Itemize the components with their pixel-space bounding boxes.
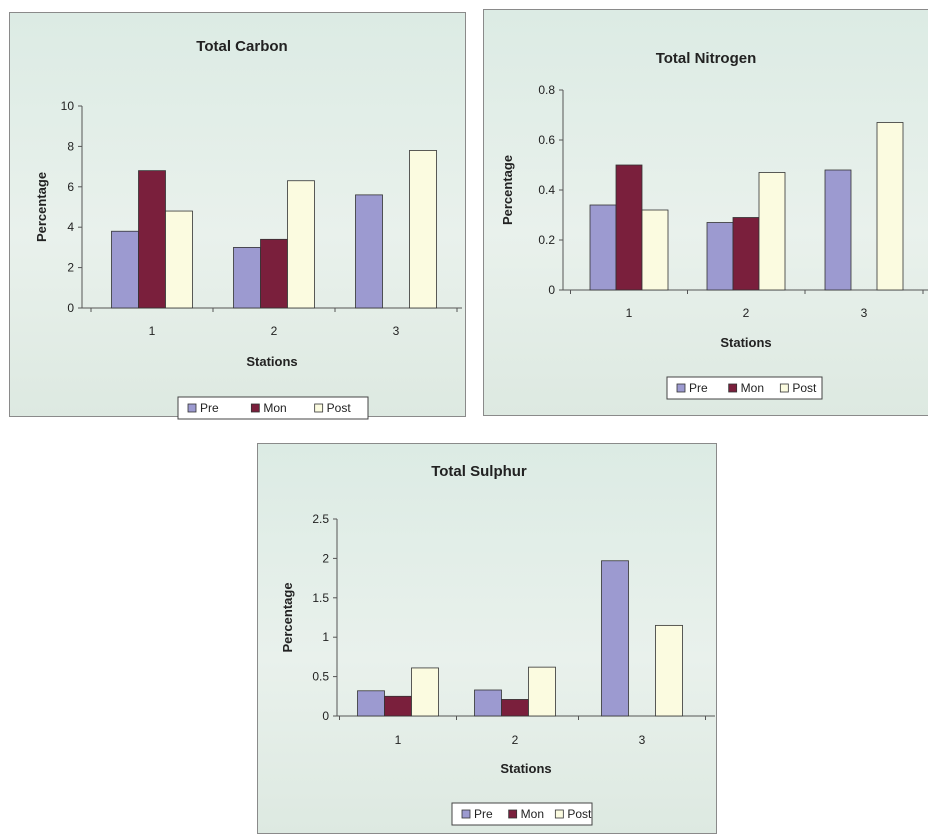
y-tick-label: 4	[67, 220, 74, 234]
bar-pre	[706, 222, 734, 291]
y-tick-label: 0.6	[538, 133, 555, 147]
bar-post	[409, 150, 437, 309]
y-tick-label: 0	[548, 283, 555, 297]
bar-post	[528, 666, 556, 717]
chart-nitrogen: Total Nitrogen 0 0.2 0.4 0.6 0.8 1 2 3 Stations Pe…	[500, 50, 928, 400]
bar-mon	[732, 217, 760, 291]
y-tick-label: 0.4	[538, 183, 555, 197]
y-tick-label: 10	[61, 99, 75, 113]
x-axis-title: Stations	[246, 354, 297, 369]
y-axis-title: Percentage	[34, 172, 49, 242]
bar-pre	[824, 169, 852, 291]
legend-label-mon: Mon	[263, 401, 286, 415]
bar-post	[655, 624, 683, 717]
x-axis-title: Stations	[720, 335, 771, 350]
chart-title: Total Nitrogen	[656, 50, 757, 67]
legend-label-pre: Pre	[474, 807, 493, 821]
bar-pre	[111, 230, 139, 309]
chart-panel-nitrogen: Total Nitrogen 0 0.2 0.4 0.6 0.8 1 2 3 Stations Pe…	[483, 9, 928, 416]
y-tick-label: 0.2	[538, 233, 555, 247]
chart-sulphur: Total Sulphur 0 0.5 1 1.5 2 2.5 1 2 3 Stations Perc…	[280, 463, 715, 826]
chart-title: Total Carbon	[196, 38, 287, 55]
bar-mon	[260, 238, 288, 309]
y-tick-label: 8	[67, 139, 74, 153]
legend-box	[451, 802, 593, 826]
bar-post	[641, 209, 669, 291]
y-tick-label: 2.5	[312, 512, 329, 526]
bar-mon	[384, 695, 412, 717]
legend-label-post: Post	[327, 401, 352, 415]
bar-pre	[233, 246, 261, 309]
legend-box	[177, 396, 369, 420]
legend: Pre Mon Post	[177, 396, 369, 420]
legend-swatch-post	[779, 383, 789, 393]
y-axis-title: Percentage	[280, 582, 295, 652]
y-tick-label: 6	[67, 180, 74, 194]
y-tick-label: 0	[67, 301, 74, 315]
y-tick-label: 0.8	[538, 83, 555, 97]
x-tick-label: 2	[512, 733, 519, 747]
legend: Pre Mon Post	[451, 802, 593, 826]
x-tick-label: 1	[626, 306, 633, 320]
x-tick-label: 1	[395, 733, 402, 747]
bar-pre	[357, 690, 385, 717]
legend-swatch-mon	[728, 383, 738, 393]
bar-pre	[355, 194, 383, 309]
bar-mon	[138, 170, 166, 309]
legend-swatch-pre	[187, 403, 197, 413]
x-tick-label: 2	[743, 306, 750, 320]
y-tick-label: 0	[322, 709, 329, 723]
x-tick-label: 3	[393, 324, 400, 338]
chart-panel-carbon: Total Carbon 0 2 4 6 8 10 1 2 3 Stations Percentage…	[9, 12, 466, 420]
x-tick-label: 3	[861, 306, 868, 320]
bar-post	[287, 180, 315, 309]
legend-swatch-pre	[676, 383, 686, 393]
y-axis-title: Percentage	[500, 155, 515, 225]
chart-title: Total Sulphur	[431, 463, 527, 480]
legend-swatch-mon	[250, 403, 260, 413]
bar-post	[758, 172, 786, 291]
bar-pre	[589, 204, 617, 291]
legend-label-pre: Pre	[200, 401, 219, 415]
chart-panel-sulphur: Total Sulphur 0 0.5 1 1.5 2 2.5 1 2 3 Stations Perc…	[257, 443, 717, 834]
legend-label-pre: Pre	[689, 381, 708, 395]
x-tick-label: 3	[639, 733, 646, 747]
bar-post	[876, 122, 904, 291]
bar-post	[411, 667, 439, 717]
bar-mon	[501, 699, 529, 717]
bar-mon	[615, 164, 643, 291]
legend-box	[666, 376, 823, 400]
y-tick-label: 1	[322, 630, 329, 644]
y-tick-label: 2	[67, 261, 74, 275]
y-tick-label: 2	[322, 551, 329, 565]
y-tick-label: 0.5	[312, 670, 329, 684]
bar-post	[165, 210, 193, 309]
legend-label-mon: Mon	[521, 807, 544, 821]
bar-pre	[474, 689, 502, 717]
legend-swatch-mon	[508, 809, 518, 819]
x-axis-title: Stations	[500, 761, 551, 776]
y-tick-label: 1.5	[312, 591, 329, 605]
x-tick-label: 1	[149, 324, 156, 338]
legend-label-post: Post	[567, 807, 592, 821]
legend-label-mon: Mon	[741, 381, 764, 395]
bar-pre	[601, 560, 629, 717]
legend: Pre Mon Post	[666, 376, 823, 400]
legend-label-post: Post	[792, 381, 817, 395]
legend-swatch-pre	[461, 809, 471, 819]
x-tick-label: 2	[271, 324, 278, 338]
legend-swatch-post	[554, 809, 564, 819]
legend-swatch-post	[314, 403, 324, 413]
